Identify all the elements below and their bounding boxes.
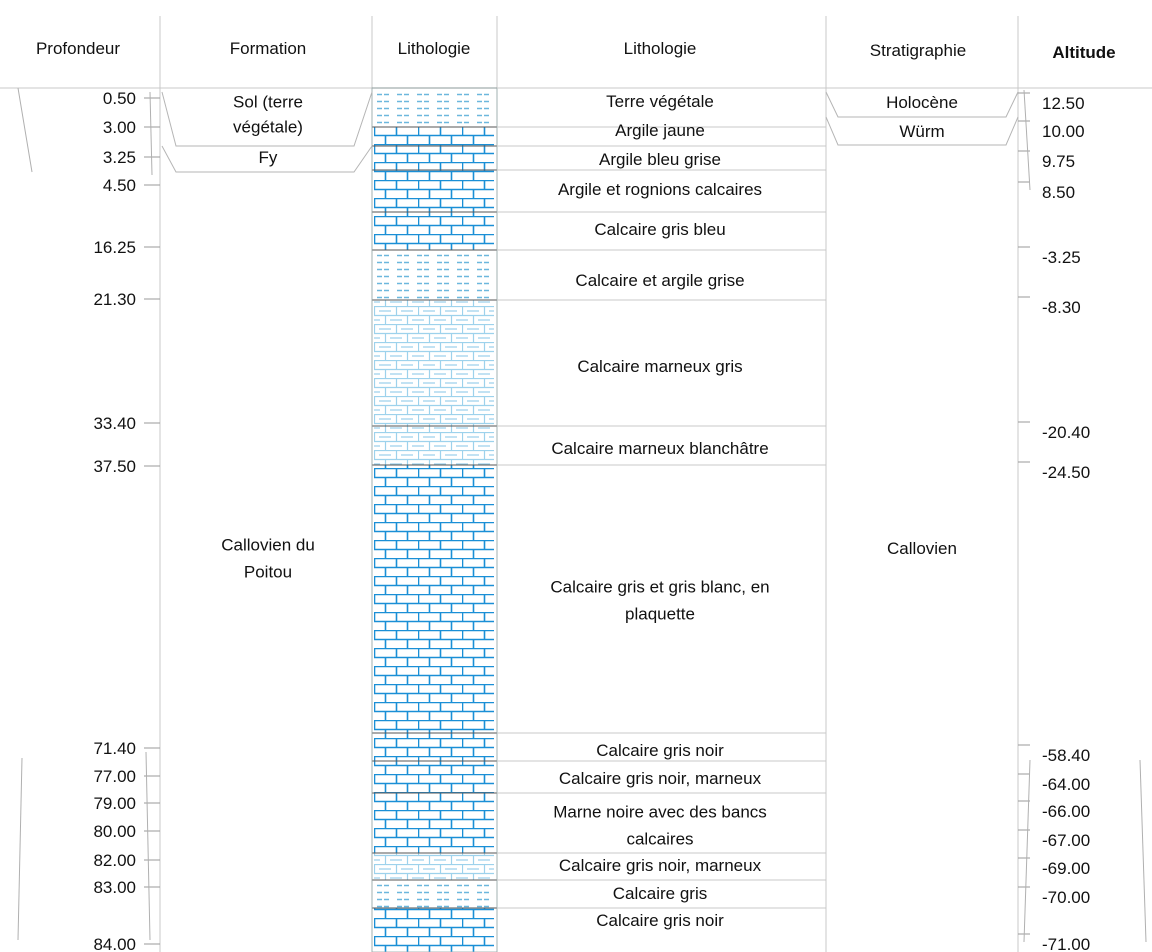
lithology-label: Terre végétale bbox=[606, 92, 714, 111]
lithology-pattern-limestone bbox=[374, 146, 494, 170]
stratigraphy-bracket bbox=[825, 91, 1019, 118]
lithology-label: Calcaire gris bleu bbox=[594, 220, 725, 239]
depth-value: 77.00 bbox=[93, 767, 136, 786]
lithology-pattern-clay bbox=[374, 250, 494, 300]
altitude-value: 12.50 bbox=[1042, 94, 1085, 113]
lithology-label: Calcaire gris noir, marneux bbox=[559, 769, 762, 788]
lithology-pattern-clay bbox=[374, 88, 494, 127]
depth-value: 3.25 bbox=[103, 148, 136, 167]
lithology-label: Argile et rognions calcaires bbox=[558, 180, 762, 199]
altitude-value: -3.25 bbox=[1042, 248, 1081, 267]
lithology-label: Argile jaune bbox=[615, 121, 705, 140]
formation-fy: Fy bbox=[259, 148, 278, 167]
header-row: Profondeur Formation Lithologie Litholog… bbox=[0, 39, 1152, 89]
lithology-pattern-clay bbox=[374, 880, 494, 908]
lithology-pattern-limestone bbox=[374, 170, 494, 212]
depth-value: 82.00 bbox=[93, 851, 136, 870]
altitude-value: -71.00 bbox=[1042, 935, 1090, 952]
lithology-pattern-frame bbox=[371, 87, 498, 952]
lithology-label: Calcaire marneux blanchâtre bbox=[551, 439, 768, 458]
formation-sol: végétale) bbox=[233, 117, 303, 136]
stratigraphy-bracket bbox=[825, 116, 1019, 146]
lithology-pattern-limestone bbox=[374, 127, 494, 146]
altitude-value: -24.50 bbox=[1042, 463, 1090, 482]
altitude-column: 12.50 10.00 9.75 8.50 -3.25 -8.30 -20.40 -24.50… bbox=[1018, 89, 1147, 952]
header-lithologie: Lithologie bbox=[624, 39, 697, 58]
lithology-label: Calcaire gris noir bbox=[596, 741, 724, 760]
depth-value: 3.00 bbox=[103, 118, 136, 137]
altitude-value: -64.00 bbox=[1042, 775, 1090, 794]
stratigraphy-callovien: Callovien bbox=[887, 539, 957, 558]
stratigraphy-wurm: Würm bbox=[899, 122, 944, 141]
depth-leader bbox=[17, 87, 33, 173]
lithology-description-column: Terre végétale Argile jaune Argile bleu gr… bbox=[497, 87, 826, 930]
stratigraphy-holocene: Holocène bbox=[886, 93, 958, 112]
altitude-value: 9.75 bbox=[1042, 152, 1075, 171]
depth-leader bbox=[145, 751, 151, 941]
lithology-label: Calcaire et argile grise bbox=[575, 271, 744, 290]
formation-column: Sol (terre végétale) Fy Callovien du Poitou bbox=[161, 91, 373, 581]
depth-value: 16.25 bbox=[93, 238, 136, 257]
altitude-leader bbox=[1023, 89, 1031, 191]
header-lithologie-pattern: Lithologie bbox=[398, 39, 471, 58]
lithology-label: calcaires bbox=[626, 829, 693, 848]
lithology-label: plaquette bbox=[625, 604, 695, 623]
header-stratigraphie: Stratigraphie bbox=[870, 41, 966, 60]
header-altitude: Altitude bbox=[1052, 43, 1115, 62]
depth-value: 0.50 bbox=[103, 89, 136, 108]
depth-value: 79.00 bbox=[93, 794, 136, 813]
lithology-label: Calcaire gris bbox=[613, 884, 707, 903]
depth-leader bbox=[17, 757, 23, 941]
lithology-label: Calcaire gris noir, marneux bbox=[559, 856, 762, 875]
lithology-pattern-column bbox=[371, 87, 498, 952]
altitude-value: -8.30 bbox=[1042, 298, 1081, 317]
lithology-pattern-limestone bbox=[374, 212, 494, 250]
lithology-label: Marne noire avec des bancs bbox=[553, 802, 767, 821]
lithology-pattern-limestone bbox=[374, 733, 494, 761]
depth-leader bbox=[149, 91, 153, 176]
depth-value: 80.00 bbox=[93, 822, 136, 841]
formation-bracket bbox=[161, 145, 373, 173]
lithology-label: Calcaire gris noir bbox=[596, 911, 724, 930]
altitude-value: -69.00 bbox=[1042, 859, 1090, 878]
stratigraphy-column: Holocène Würm Callovien bbox=[825, 91, 1019, 558]
header-profondeur: Profondeur bbox=[36, 39, 120, 58]
formation-callovien-poitou: Callovien du bbox=[221, 535, 315, 554]
lithology-pattern-limestone bbox=[374, 761, 494, 793]
altitude-value: -70.00 bbox=[1042, 888, 1090, 907]
header-formation: Formation bbox=[230, 39, 307, 58]
lithology-pattern-marly-limestone bbox=[374, 300, 494, 426]
altitude-value: 8.50 bbox=[1042, 183, 1075, 202]
altitude-value: -67.00 bbox=[1042, 831, 1090, 850]
depth-value: 21.30 bbox=[93, 290, 136, 309]
lithology-label: Calcaire marneux gris bbox=[577, 357, 742, 376]
formation-callovien-poitou: Poitou bbox=[244, 562, 292, 581]
altitude-leader bbox=[1023, 759, 1031, 943]
depth-column: 0.50 3.00 3.25 4.50 16.25 21.30 33.40 37.50 71.4… bbox=[17, 87, 160, 952]
depth-value: 4.50 bbox=[103, 176, 136, 195]
altitude-value: 10.00 bbox=[1042, 122, 1085, 141]
depth-value: 84.00 bbox=[93, 935, 136, 952]
depth-value: 71.40 bbox=[93, 739, 136, 758]
altitude-value: -58.40 bbox=[1042, 746, 1090, 765]
altitude-leader bbox=[1139, 759, 1147, 943]
lithology-label: Argile bleu grise bbox=[599, 150, 721, 169]
depth-value: 33.40 bbox=[93, 414, 136, 433]
altitude-value: -20.40 bbox=[1042, 423, 1090, 442]
lithology-pattern-marly-limestone bbox=[374, 426, 494, 465]
lithology-pattern-marly-limestone bbox=[374, 853, 494, 880]
formation-bracket bbox=[161, 91, 373, 147]
formation-sol: Sol (terre bbox=[233, 92, 303, 111]
depth-value: 83.00 bbox=[93, 878, 136, 897]
lithology-label: Calcaire gris et gris blanc, en bbox=[550, 577, 769, 596]
altitude-value: -66.00 bbox=[1042, 802, 1090, 821]
lithology-pattern-limestone bbox=[374, 793, 494, 853]
lithology-pattern-limestone bbox=[374, 465, 494, 733]
lithology-pattern-limestone bbox=[374, 908, 494, 952]
depth-value: 37.50 bbox=[93, 457, 136, 476]
